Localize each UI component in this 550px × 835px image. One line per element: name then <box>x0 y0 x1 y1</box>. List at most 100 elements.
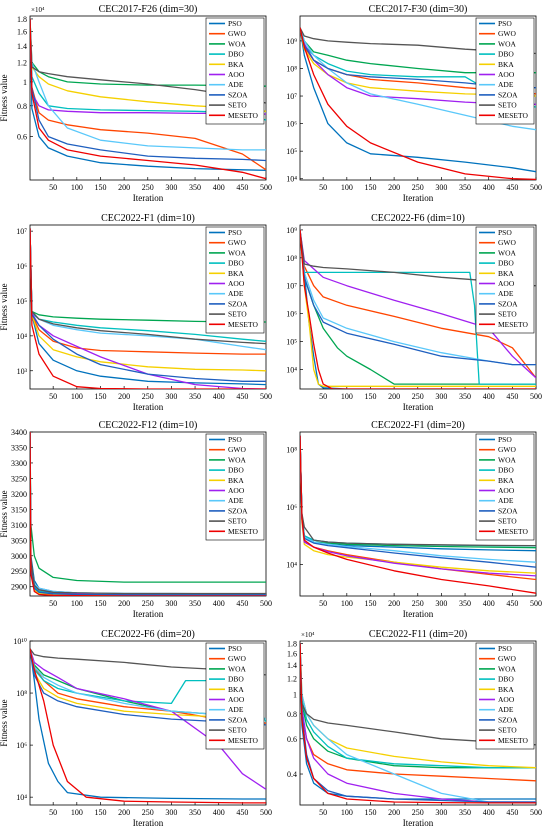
x-tick-label: 500 <box>530 183 542 192</box>
x-tick-label: 300 <box>435 392 447 401</box>
x-tick-label: 500 <box>260 599 272 608</box>
y-tick-label: 3100 <box>11 521 27 530</box>
x-tick-label: 400 <box>483 808 495 817</box>
legend-label: DBO <box>498 466 514 475</box>
y-tick-label: 0.6 <box>17 133 27 142</box>
legend-label: WOA <box>228 664 246 673</box>
legend-box <box>475 433 535 541</box>
legend-box <box>475 17 535 125</box>
y-tick-label: 10³ <box>17 367 28 376</box>
y-tick-label: 10⁸ <box>286 64 297 73</box>
series-line-meseto <box>30 228 266 389</box>
legend-label: ADE <box>498 289 514 298</box>
x-tick-label: 200 <box>118 599 130 608</box>
legend-label: AOO <box>228 486 245 495</box>
chart-panel: CEC2022-F1 (dim=20) 50 100 150 200 250 300 350 4… <box>286 420 542 619</box>
y-tick-label: 3400 <box>11 428 27 437</box>
series-line-aoo <box>300 643 536 803</box>
x-tick-label: 150 <box>364 183 376 192</box>
legend-box <box>205 433 265 541</box>
x-axis-label: Iteration <box>403 609 434 619</box>
y-tick-label: 10⁷ <box>286 282 297 291</box>
legend-label: BKA <box>498 685 514 694</box>
legend-label: AOO <box>228 279 245 288</box>
series-line-pso <box>300 27 536 173</box>
y-tick-label: 10⁸ <box>286 445 297 454</box>
y-tick-label: 3250 <box>11 474 27 483</box>
legend-label: SETO <box>228 101 247 110</box>
legend-label: SETO <box>498 517 517 526</box>
series-line-ade <box>30 18 266 151</box>
x-tick-label: 100 <box>71 392 83 401</box>
y-tick-label: 10⁶ <box>286 503 297 512</box>
x-tick-label: 300 <box>165 392 177 401</box>
x-tick-label: 100 <box>71 808 83 817</box>
legend-label: ADE <box>228 80 244 89</box>
y-tick-label: 0.6 <box>287 735 297 744</box>
y-tick-label: 10¹⁰ <box>13 637 27 646</box>
legend-label: AOO <box>228 695 245 704</box>
legend-label: BKA <box>228 685 244 694</box>
x-tick-label: 450 <box>236 808 248 817</box>
x-tick-label: 200 <box>118 183 130 192</box>
series-group <box>300 229 536 389</box>
y-tick-label: 10⁵ <box>286 338 297 347</box>
x-tick-label: 50 <box>319 808 327 817</box>
x-tick-label: 450 <box>506 183 518 192</box>
legend-label: PSO <box>228 19 242 28</box>
y-axis-label: Fitness value <box>0 74 9 121</box>
legend-label: WOA <box>228 248 246 257</box>
x-tick-label: 150 <box>364 808 376 817</box>
y-tick-label: 2950 <box>11 567 27 576</box>
x-tick-label: 50 <box>49 392 57 401</box>
x-tick-label: 450 <box>506 599 518 608</box>
x-tick-label: 100 <box>341 183 353 192</box>
legend-label: ADE <box>228 705 244 714</box>
series-group <box>300 435 536 594</box>
chart-title: CEC2022-F12 (dim=10) <box>99 420 198 431</box>
x-tick-label: 50 <box>49 183 57 192</box>
y-tick-label: 0.8 <box>287 710 297 719</box>
x-tick-label: 450 <box>236 183 248 192</box>
y-tick-label: 1.8 <box>17 15 27 24</box>
y-tick-label: 3000 <box>11 552 27 561</box>
legend-label: WOA <box>498 39 516 48</box>
x-tick-label: 50 <box>319 183 327 192</box>
legend-label: SETO <box>498 310 517 319</box>
series-group <box>30 432 266 596</box>
legend-label: WOA <box>498 248 516 257</box>
series-line-pso <box>30 228 266 386</box>
y-tick-label: 10⁶ <box>16 741 27 750</box>
legend-label: WOA <box>498 455 516 464</box>
x-tick-label: 150 <box>364 392 376 401</box>
chart-title: CEC2022-F1 (dim=20) <box>371 420 465 431</box>
y-tick-label: 10⁸ <box>286 254 297 263</box>
x-axis-label: Iteration <box>403 193 434 203</box>
legend-box <box>205 642 265 750</box>
y-axis-label: Fitness value <box>0 699 9 746</box>
y-tick-label: 1.4 <box>17 42 27 51</box>
legend-label: GWO <box>228 29 246 38</box>
x-tick-label: 300 <box>435 599 447 608</box>
legend-label: ADE <box>228 496 244 505</box>
y-tick-label: 10⁹ <box>286 37 297 46</box>
series-group <box>300 643 536 804</box>
x-tick-label: 400 <box>483 183 495 192</box>
legend-label: SETO <box>228 726 247 735</box>
legend-label: BKA <box>498 476 514 485</box>
legend-label: AOO <box>498 279 515 288</box>
x-tick-label: 450 <box>506 808 518 817</box>
x-tick-label: 50 <box>319 599 327 608</box>
x-axis-label: Iteration <box>133 193 164 203</box>
x-tick-label: 250 <box>142 183 154 192</box>
y-exponent-label: ×10⁴ <box>301 631 315 639</box>
legend-label: SZOA <box>228 90 248 99</box>
x-tick-label: 500 <box>260 183 272 192</box>
x-tick-label: 300 <box>435 808 447 817</box>
legend-label: DBO <box>228 50 244 59</box>
series-line-gwo <box>30 228 266 355</box>
legend-label: GWO <box>228 654 246 663</box>
y-tick-label: 10⁴ <box>286 560 297 569</box>
x-tick-label: 250 <box>412 392 424 401</box>
